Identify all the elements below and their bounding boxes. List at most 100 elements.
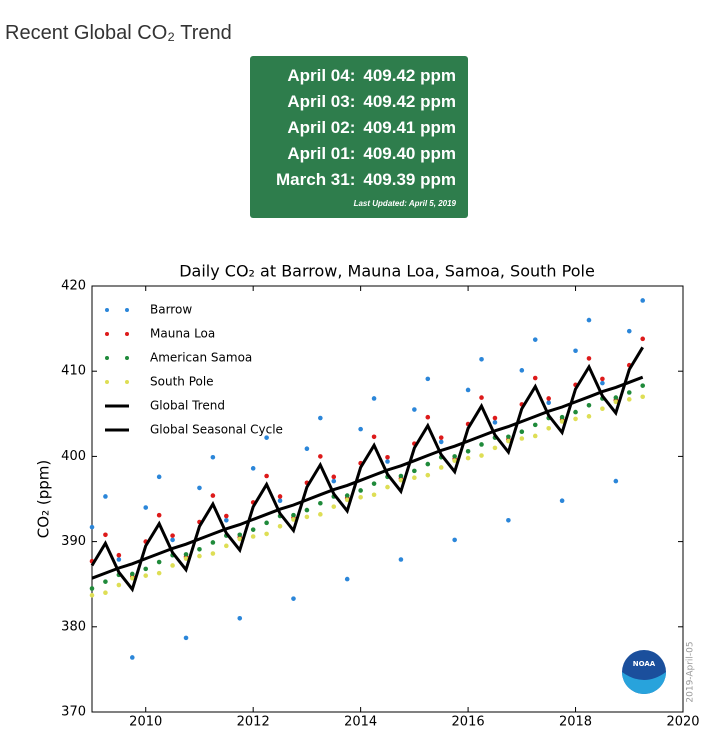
data-point [492,420,498,425]
data-point [156,570,162,576]
legend-label: Global Seasonal Cycle [150,423,283,437]
reading-row: April 03: 409.42 ppm [279,92,456,112]
noaa-logo: NOAA [622,650,666,694]
data-point [492,445,498,451]
reading-date: March 31: [276,170,356,189]
readings-box: April 04: 409.42 ppm April 03: 409.42 ppm Ap… [250,56,468,218]
data-point [559,419,565,424]
data-point [492,415,498,421]
data-point [103,579,108,584]
legend-swatch [105,356,109,360]
x-tick-label: 2010 [129,715,162,729]
data-point [129,655,135,660]
reading-value: 409.39 ppm [363,170,456,189]
data-point [129,575,135,581]
data-point [479,453,484,458]
plot-frame [91,285,684,713]
legend-label: Mauna Loa [150,327,215,341]
last-updated: Last Updated: April 5, 2019 [353,199,456,208]
data-point [89,586,95,591]
data-point [425,461,431,467]
data-point [358,426,363,432]
data-point [304,514,310,520]
data-point [116,582,122,588]
data-point [626,328,632,334]
data-point [318,500,323,506]
y-tick-label: 390 [61,534,86,549]
data-point [371,434,377,440]
data-point [197,546,202,552]
data-point [197,553,202,559]
data-point [546,400,551,406]
data-point [640,336,646,342]
reading-row: April 01: 409.40 ppm [279,144,456,164]
data-point [398,473,404,479]
data-point [586,356,592,361]
data-point [600,406,605,411]
x-tick-label: 2018 [559,715,592,729]
data-point [479,395,484,400]
data-point [371,396,377,401]
data-point [412,407,417,412]
legend-swatch [125,380,129,384]
data-point [600,376,605,382]
data-point [250,534,256,539]
data-point [224,518,229,523]
data-point [506,518,511,523]
data-point [156,474,162,480]
data-point [143,573,149,578]
legend-swatch [105,308,109,312]
data-point [183,552,189,557]
data-point [385,484,390,490]
data-point [626,397,632,402]
data-point [398,557,404,562]
data-point [156,559,162,565]
x-tick-label: 2020 [666,715,699,729]
logo-wave [622,672,666,694]
data-point [344,576,350,582]
data-point [412,475,417,481]
data-point [116,557,122,562]
data-point [438,439,444,445]
data-point [465,387,471,393]
data-point [318,512,323,517]
data-point [600,380,605,386]
data-point [425,414,431,420]
series-points [89,298,646,660]
series-points [89,383,646,591]
x-tick-label: 2014 [344,715,377,729]
data-point [506,434,511,440]
data-point [385,454,390,460]
data-point [452,458,457,463]
data-point [573,348,578,354]
legend-label: South Pole [150,375,214,389]
reading-value: 409.42 ppm [363,66,456,85]
data-point [344,493,350,498]
data-point [277,498,283,504]
data-point [224,513,229,519]
data-point [559,414,565,420]
data-point [586,317,592,323]
legend-swatch [125,308,129,312]
data-point [438,465,444,470]
data-point [559,498,565,504]
data-point [318,454,323,459]
data-point [586,414,592,419]
data-point [103,494,108,499]
data-point [331,504,337,509]
data-point [318,415,323,421]
data-point [129,571,135,577]
data-point [250,527,256,532]
data-point [183,556,189,561]
data-point [532,375,538,381]
reading-date: April 03: [287,92,356,111]
data-point [250,466,256,471]
data-point [331,478,337,484]
data-point [640,394,646,400]
data-point [116,552,122,558]
data-point [89,524,95,530]
data-point [452,454,457,459]
data-point [197,485,202,491]
data-point [613,399,619,405]
y-tick-label: 420 [61,279,86,294]
